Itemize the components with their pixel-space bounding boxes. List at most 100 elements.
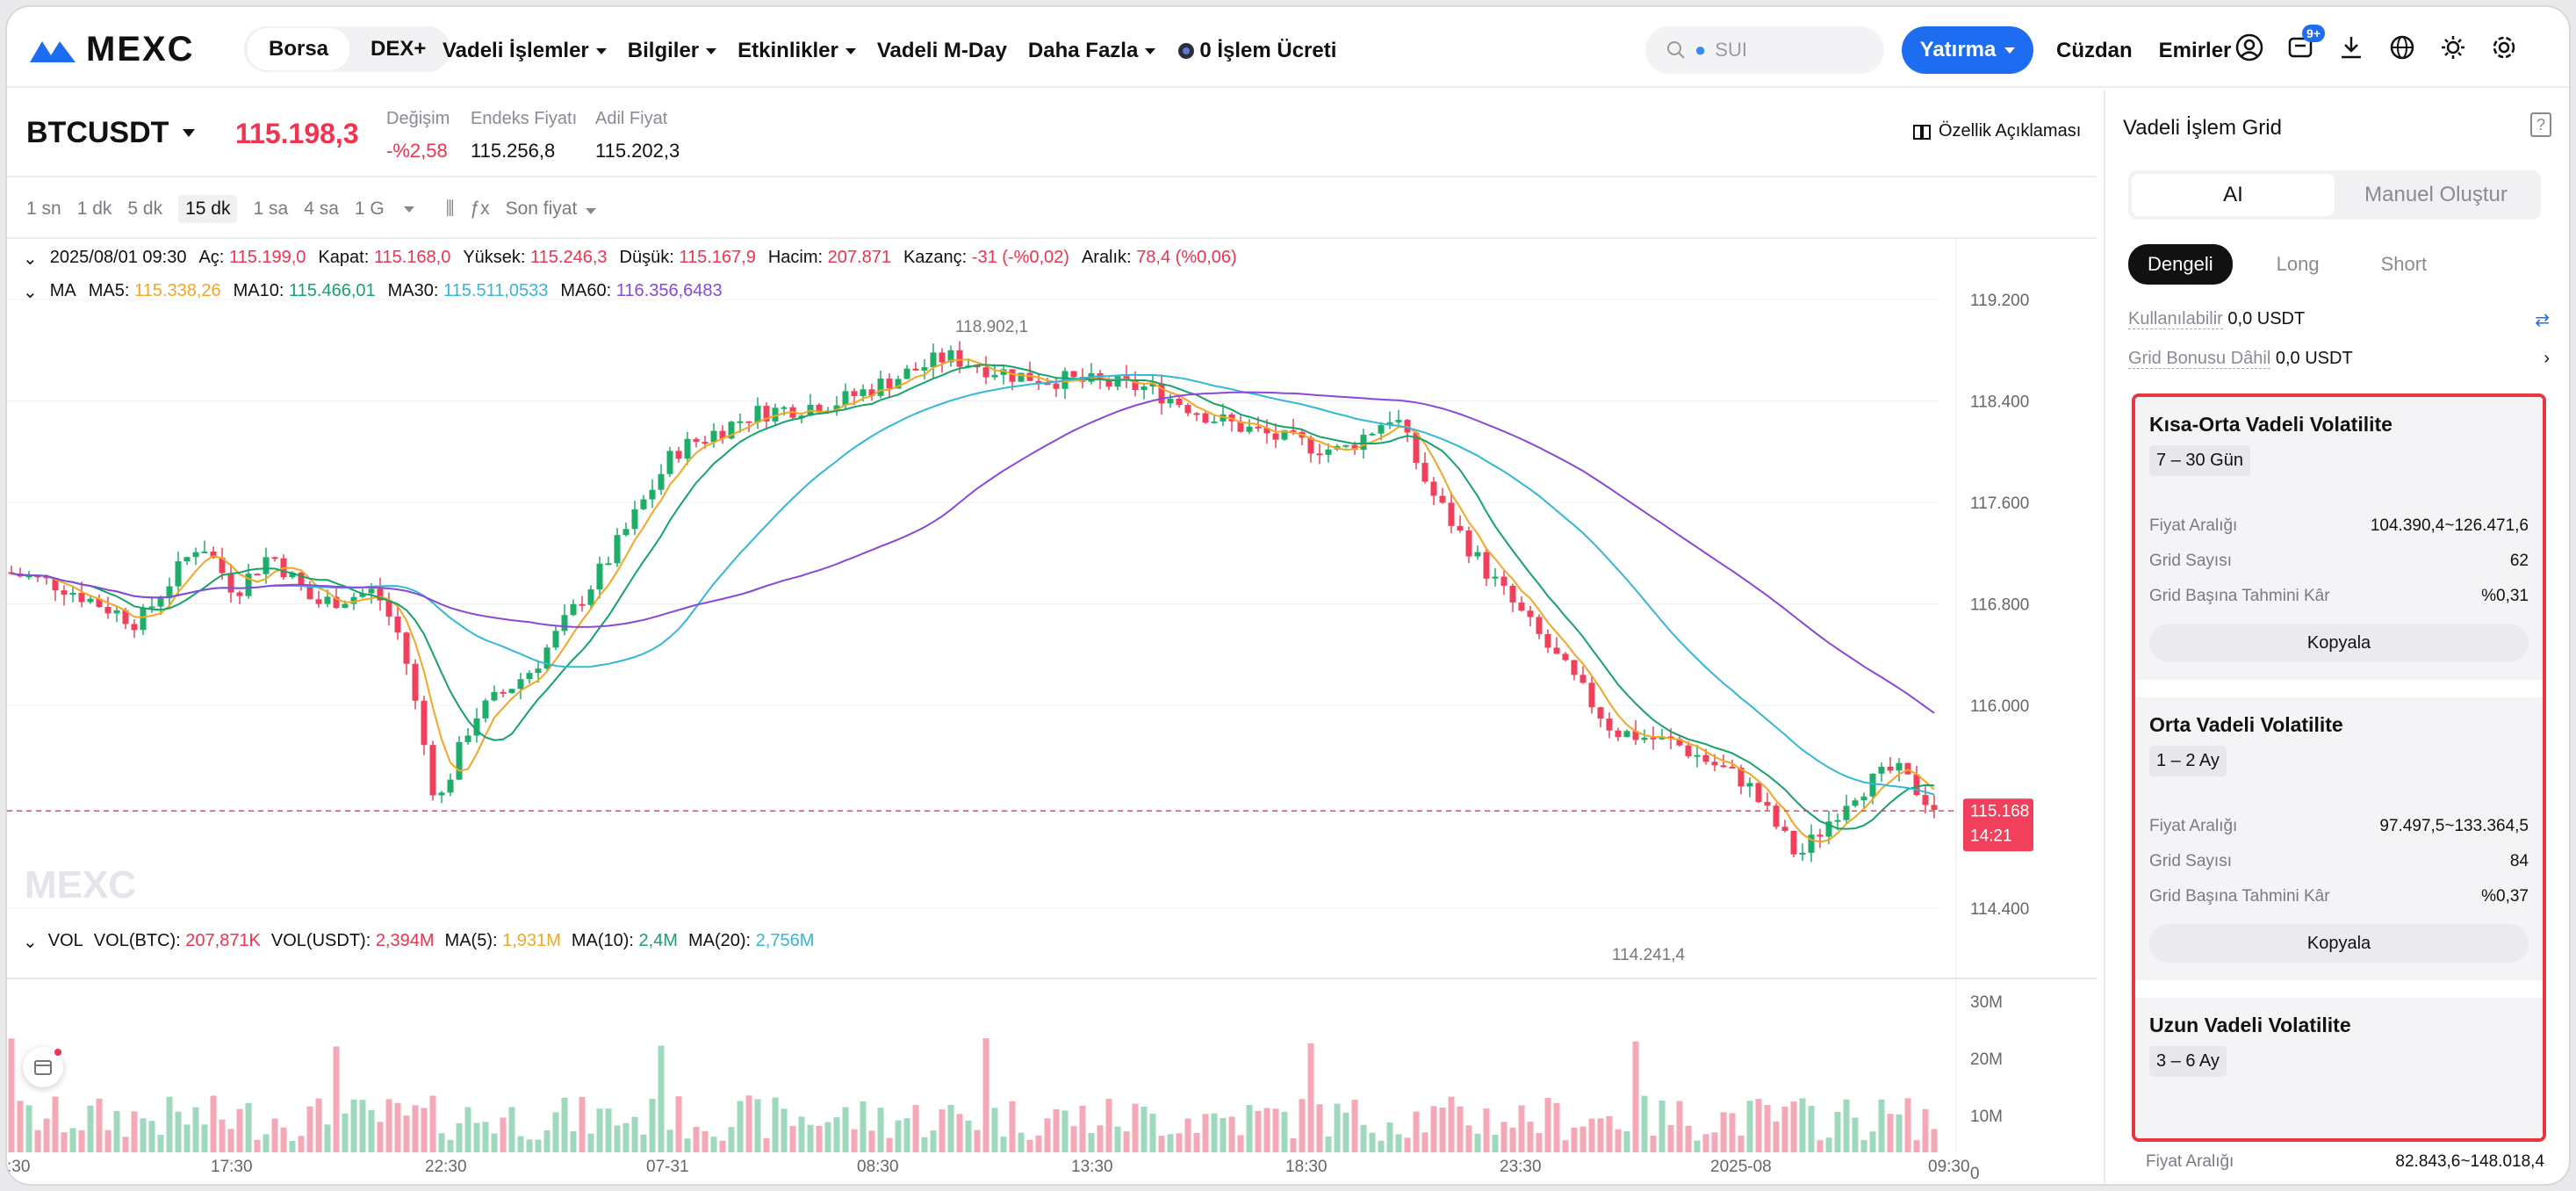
strategy-long[interactable]: Long xyxy=(2276,253,2320,275)
volume-bar xyxy=(1860,1139,1867,1152)
interval-15m[interactable]: 15 dk xyxy=(178,195,238,223)
volume-bar xyxy=(1465,1125,1472,1152)
volume-bar xyxy=(1114,1126,1121,1152)
help-icon[interactable]: ? xyxy=(2530,112,2551,137)
volume-bar xyxy=(87,1105,94,1152)
candle-body xyxy=(1483,552,1490,579)
candle-body xyxy=(473,718,480,736)
mexc-logo[interactable]: MEXC xyxy=(28,30,195,69)
download-icon[interactable] xyxy=(2335,32,2367,63)
settings-gear-icon[interactable] xyxy=(2488,32,2520,63)
interval-5m[interactable]: 5 dk xyxy=(127,198,163,219)
wallet-link[interactable]: Cüzdan xyxy=(2056,39,2133,62)
candle-body xyxy=(1781,826,1788,831)
volume-bar xyxy=(280,1127,287,1152)
nav-more[interactable]: Daha Fazla xyxy=(1028,39,1156,63)
nav-info[interactable]: Bilgiler xyxy=(628,39,717,63)
chart-widget-button[interactable] xyxy=(23,1047,63,1087)
volume-bar xyxy=(974,1130,981,1152)
interval-1s[interactable]: 1 sn xyxy=(26,198,61,219)
volume-bar xyxy=(271,1118,278,1152)
candle-body xyxy=(254,574,261,576)
nav-events[interactable]: Etkinlikler xyxy=(738,39,856,63)
tab-ai[interactable]: AI xyxy=(2132,174,2335,216)
volume-bar xyxy=(1123,1131,1130,1152)
nav-mday[interactable]: Vadeli M-Day xyxy=(876,39,1007,62)
copy-button[interactable]: Kopyala xyxy=(2149,624,2529,662)
price-type-select[interactable]: Son fiyat xyxy=(506,198,597,220)
collapse-chevron-icon[interactable]: ⌄ xyxy=(23,933,38,952)
volume-bar xyxy=(570,1131,577,1152)
candlestick-chart[interactable]: 119.200 118.400 117.600 116.800 116.000 114.4… xyxy=(7,239,2097,1183)
candle-body xyxy=(587,589,594,605)
volume-bar xyxy=(921,1137,928,1152)
candle-body xyxy=(236,592,243,596)
candle-body xyxy=(886,379,893,389)
candle-body xyxy=(96,598,103,607)
candle-body xyxy=(526,673,533,680)
user-icon[interactable] xyxy=(2234,32,2265,63)
candle-body xyxy=(1746,783,1753,787)
candle-body xyxy=(227,573,234,593)
volume-bar xyxy=(175,1111,182,1152)
candle-body xyxy=(394,617,401,633)
seg-dex[interactable]: DEX+ xyxy=(371,37,427,61)
candle-body xyxy=(1176,398,1183,406)
volume-bar xyxy=(1685,1125,1692,1152)
interval-1h[interactable]: 1 sa xyxy=(253,198,289,219)
strategy-short[interactable]: Short xyxy=(2380,253,2428,275)
volume-bar xyxy=(614,1125,621,1152)
collapse-chevron-icon[interactable]: ⌄ xyxy=(23,283,38,302)
nav-futures[interactable]: Vadeli İşlemler xyxy=(443,39,607,63)
globe-icon[interactable] xyxy=(2386,32,2418,63)
ma-info: ⌄ MA MA5: 115.338,26 MA10: 115.466,01 MA… xyxy=(23,281,723,302)
copy-button[interactable]: Kopyala xyxy=(2149,924,2529,963)
candle-body xyxy=(1246,426,1253,432)
candle-body xyxy=(895,379,902,389)
volume-bar xyxy=(658,1045,665,1152)
candle-type-icon[interactable]: ⫼ xyxy=(445,198,455,219)
search-input[interactable]: ● SUI xyxy=(1645,26,1884,74)
notification-icon[interactable]: 9+ xyxy=(2285,25,2325,63)
nav-menu: Vadeli İşlemler Bilgiler Etkinlikler Vad… xyxy=(443,39,1336,63)
candle-body xyxy=(754,406,761,422)
candle-body xyxy=(1448,502,1455,526)
candle-body xyxy=(1395,420,1402,422)
chevron-down-icon xyxy=(595,47,607,54)
ma10-line xyxy=(11,364,1935,830)
volume-bar xyxy=(324,1124,331,1152)
interval-4h[interactable]: 4 sa xyxy=(304,198,339,219)
theme-sun-icon[interactable] xyxy=(2437,32,2469,63)
tab-manual[interactable]: Manuel Oluştur xyxy=(2364,183,2508,206)
volume-bar xyxy=(1035,1135,1042,1152)
candle-body xyxy=(1536,617,1543,634)
interval-1m[interactable]: 1 dk xyxy=(76,198,112,219)
seg-borsa[interactable]: Borsa xyxy=(248,28,350,70)
feature-description-link[interactable]: Özellik Açıklaması xyxy=(1912,121,2081,141)
collapse-chevron-icon[interactable]: ⌄ xyxy=(23,249,38,269)
candle-body xyxy=(1553,647,1560,654)
volume-bar xyxy=(1053,1108,1060,1152)
orders-link[interactable]: Emirler xyxy=(2158,39,2232,62)
candle-body xyxy=(368,588,375,594)
chevron-right-icon[interactable]: › xyxy=(2544,349,2550,368)
volume-bar xyxy=(1281,1111,1288,1152)
chart-area[interactable]: 119.200 118.400 117.600 116.800 116.000 114.4… xyxy=(7,237,2097,1183)
indicator-fx-icon[interactable]: ƒx xyxy=(470,198,490,219)
volume-bar xyxy=(1773,1121,1780,1152)
volume-bar xyxy=(1404,1137,1411,1152)
strategy-balanced[interactable]: Dengeli xyxy=(2128,244,2233,285)
interval-1d[interactable]: 1 G xyxy=(354,198,385,219)
volume-bar xyxy=(289,1140,296,1152)
candle-body xyxy=(1325,449,1332,455)
volume-bar xyxy=(886,1137,893,1152)
chevron-down-icon[interactable] xyxy=(403,206,414,213)
transfer-icon[interactable]: ⇄ xyxy=(2535,311,2550,330)
volume-bar xyxy=(166,1096,173,1152)
coin-icon xyxy=(1178,43,1195,59)
symbol-selector[interactable]: BTCUSDT xyxy=(26,116,196,150)
deposit-button[interactable]: Yatırma xyxy=(1902,26,2033,74)
nav-zero-fee[interactable]: 0 İşlem Ücreti xyxy=(1176,39,1336,63)
mode-tabs: AI Manuel Oluştur xyxy=(2128,170,2541,220)
candle-body xyxy=(1615,730,1622,738)
